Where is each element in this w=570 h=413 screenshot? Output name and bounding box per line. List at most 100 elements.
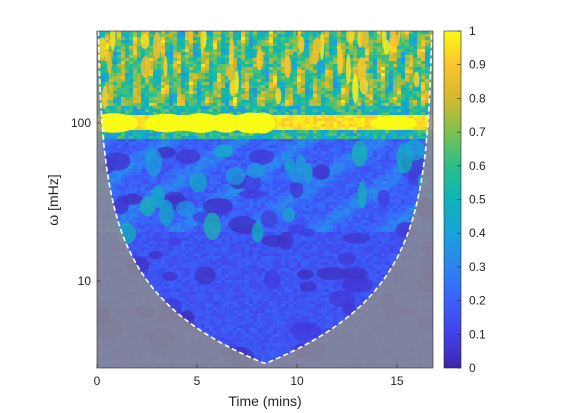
heat-cell bbox=[241, 76, 246, 80]
heat-cell bbox=[377, 79, 382, 83]
heat-cell bbox=[181, 73, 186, 77]
heat-cell bbox=[329, 202, 334, 206]
heat-cell bbox=[293, 160, 298, 164]
heat-cell bbox=[153, 73, 158, 77]
heat-cell bbox=[353, 193, 358, 197]
heat-cell bbox=[105, 142, 110, 146]
heat-cell bbox=[385, 130, 390, 134]
heat-cell bbox=[125, 106, 130, 110]
heat-cell bbox=[149, 97, 154, 101]
heat-cell bbox=[113, 190, 118, 194]
heat-cell bbox=[153, 181, 158, 185]
heat-cell bbox=[197, 106, 202, 110]
heat-cell bbox=[381, 79, 386, 83]
heat-cell bbox=[205, 76, 210, 80]
heat-cell bbox=[213, 58, 218, 62]
heat-cell bbox=[317, 199, 322, 203]
heat-cell bbox=[277, 58, 282, 62]
heat-cell bbox=[245, 199, 250, 203]
heat-cell bbox=[381, 58, 386, 62]
heat-cell bbox=[313, 121, 318, 125]
heat-cell bbox=[161, 178, 166, 182]
heat-cell bbox=[401, 55, 406, 59]
heat-cell bbox=[277, 205, 282, 209]
heat-cell bbox=[109, 100, 114, 104]
heat-cell bbox=[341, 61, 346, 65]
heat-cell bbox=[321, 67, 326, 71]
heat-cell bbox=[333, 97, 338, 101]
heat-cell bbox=[309, 85, 314, 89]
heat-cell bbox=[357, 205, 362, 209]
heat-cell bbox=[269, 94, 274, 98]
heat-cell bbox=[301, 130, 306, 134]
heat-cell bbox=[125, 145, 130, 149]
heat-cell bbox=[277, 169, 282, 173]
heat-cell bbox=[277, 193, 282, 197]
heat-cell bbox=[237, 151, 242, 155]
heat-cell bbox=[373, 82, 378, 86]
heat-cell bbox=[237, 112, 242, 116]
heat-cell bbox=[277, 136, 282, 140]
heat-cell bbox=[209, 109, 214, 113]
heat-cell bbox=[173, 148, 178, 152]
heat-cell bbox=[289, 148, 294, 152]
heat-cell bbox=[241, 187, 246, 191]
heat-cell bbox=[173, 43, 178, 47]
heat-cell bbox=[257, 199, 262, 203]
heat-cell bbox=[393, 151, 398, 155]
heat-cell bbox=[293, 100, 298, 104]
heat-cell bbox=[393, 109, 398, 113]
heat-cell bbox=[413, 94, 418, 98]
heat-cell bbox=[181, 58, 186, 62]
heat-cell bbox=[161, 97, 166, 101]
heat-cell bbox=[197, 142, 202, 146]
heat-cell bbox=[253, 67, 258, 71]
heat-cell bbox=[237, 64, 242, 68]
heat-cell bbox=[153, 58, 158, 62]
heat-cell bbox=[365, 67, 370, 71]
heat-cell bbox=[157, 85, 162, 89]
heat-cell bbox=[261, 163, 266, 167]
heat-cell bbox=[285, 94, 290, 98]
heat-cell bbox=[369, 139, 374, 143]
heat-cell bbox=[121, 187, 126, 191]
heat-cell bbox=[345, 178, 350, 182]
heat-cell bbox=[333, 190, 338, 194]
heat-cell bbox=[117, 34, 122, 38]
heat-cell bbox=[421, 142, 426, 146]
heat-cell bbox=[289, 46, 294, 50]
heat-cell bbox=[281, 124, 286, 128]
heat-cell bbox=[245, 160, 250, 164]
heat-cell bbox=[333, 112, 338, 116]
heat-cell bbox=[413, 133, 418, 137]
heat-cell bbox=[373, 88, 378, 92]
heat-cell bbox=[381, 148, 386, 152]
heat-cell bbox=[113, 175, 118, 179]
heat-cell bbox=[125, 64, 130, 68]
heat-cell bbox=[277, 55, 282, 59]
heat-cell bbox=[273, 190, 278, 194]
heat-cell bbox=[149, 76, 154, 80]
heat-cell bbox=[201, 193, 206, 197]
heat-cell bbox=[325, 37, 330, 41]
heat-cell bbox=[385, 34, 390, 38]
heat-cell bbox=[405, 109, 410, 113]
heat-cell bbox=[157, 109, 162, 113]
heat-cell bbox=[313, 127, 318, 131]
heat-cell bbox=[381, 49, 386, 53]
heat-cell bbox=[217, 166, 222, 170]
heat-cell bbox=[233, 196, 238, 200]
heat-cell bbox=[265, 70, 270, 74]
heat-cell bbox=[321, 88, 326, 92]
heat-cell bbox=[349, 97, 354, 101]
heat-cell bbox=[337, 178, 342, 182]
heat-cell bbox=[265, 55, 270, 59]
heat-cell bbox=[313, 136, 318, 140]
heat-cell bbox=[341, 91, 346, 95]
heat-cell bbox=[133, 106, 138, 110]
heat-cell bbox=[329, 73, 334, 77]
heat-cell bbox=[293, 70, 298, 74]
heat-cell bbox=[397, 136, 402, 140]
heat-cell bbox=[185, 106, 190, 110]
heat-cell bbox=[237, 142, 242, 146]
